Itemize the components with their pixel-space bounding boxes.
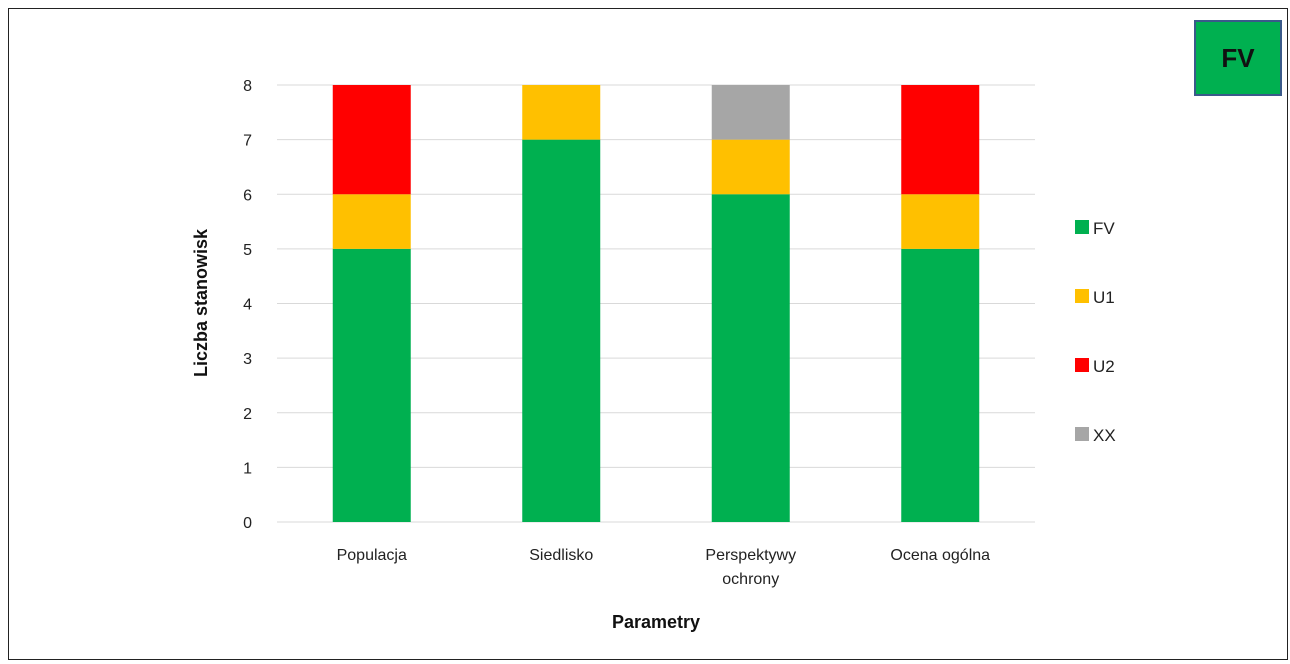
bar-segment-u1: [332, 194, 411, 249]
y-tick-label: 8: [243, 78, 252, 95]
bar-segment-u2: [901, 85, 980, 195]
bar-segment-u1: [711, 139, 790, 195]
bar-segment-xx: [711, 85, 790, 140]
y-tick-label: 1: [243, 460, 252, 477]
y-tick-label: 4: [243, 297, 252, 314]
legend-swatch-xx: [1075, 427, 1089, 441]
bar-segment-u1: [901, 194, 980, 249]
x-tick-label: Perspektywy ochrony: [705, 547, 796, 588]
y-tick-label: 7: [243, 133, 252, 150]
y-tick-label: 5: [243, 242, 252, 259]
legend-swatch-fv: [1075, 220, 1089, 234]
x-axis-title: Parametry: [612, 612, 700, 632]
x-tick-label: Siedlisko: [529, 547, 593, 564]
y-axis-title: Liczba stanowisk: [191, 228, 211, 377]
legend-swatch-u1: [1075, 289, 1089, 303]
bars: [332, 85, 980, 522]
y-tick-label: 0: [243, 515, 252, 532]
x-tick-label: Populacja: [337, 547, 407, 564]
bar-segment-fv: [522, 139, 601, 522]
x-tick-labels: Populacja Siedlisko Perspektywy ochrony Ocen…: [337, 547, 991, 588]
bar-segment-fv: [332, 248, 411, 522]
status-badge: FV: [1194, 20, 1282, 96]
y-tick-label: 3: [243, 351, 252, 368]
bar-segment-fv: [711, 194, 790, 522]
bar-segment-u2: [332, 85, 411, 195]
legend-label-u2: U2: [1093, 357, 1115, 376]
bar-segment-u1: [522, 85, 601, 140]
legend-label-fv: FV: [1093, 219, 1115, 238]
y-tick-label: 2: [243, 406, 252, 423]
y-tick-label: 6: [243, 187, 252, 204]
x-tick-label: Ocena ogólna: [890, 547, 990, 564]
chart-frame: [8, 8, 1288, 660]
legend: FV U1 U2 XX: [1075, 219, 1116, 445]
y-tick-labels: 0 1 2 3 4 5 6 7 8: [243, 78, 252, 532]
legend-label-u1: U1: [1093, 288, 1115, 307]
bar-segment-fv: [901, 248, 980, 522]
legend-swatch-u2: [1075, 358, 1089, 372]
legend-label-xx: XX: [1093, 426, 1116, 445]
